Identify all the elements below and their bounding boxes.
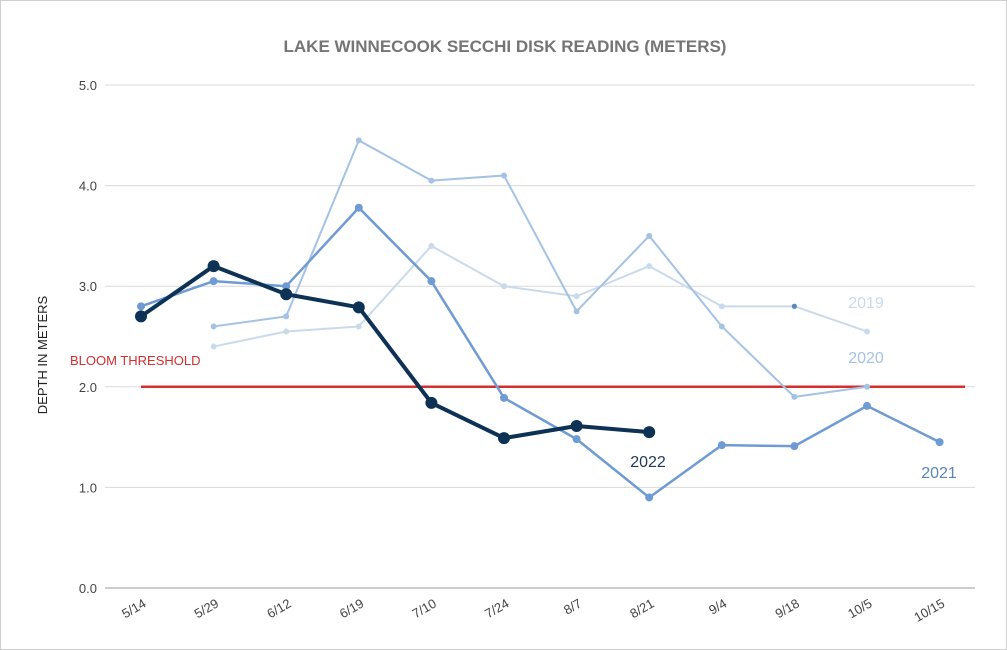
y-tick-label: 1.0	[79, 480, 97, 495]
chart-title: LAKE WINNECOOK SECCHI DISK READING (METE…	[284, 37, 727, 56]
data-point-2019	[573, 293, 580, 300]
data-point-2021	[137, 302, 145, 311]
y-tick-label: 3.0	[79, 279, 97, 294]
data-point-2019	[355, 323, 362, 330]
series-label-2020: 2020	[848, 350, 884, 367]
data-point-2022	[352, 301, 365, 314]
data-point-2021	[282, 282, 291, 291]
series-lines	[135, 137, 944, 502]
x-tick-label: 7/10	[409, 596, 438, 622]
series-line-2019	[212, 244, 868, 348]
x-tick-label: 8/7	[561, 596, 584, 618]
data-point-2019	[210, 343, 217, 350]
data-point-2019	[864, 328, 870, 335]
data-point-2021	[645, 493, 654, 502]
data-point-2021	[572, 435, 581, 444]
data-point-2019	[428, 242, 435, 249]
data-point-2021	[935, 438, 944, 447]
data-point-2020	[791, 393, 798, 400]
series-label-2022: 2022	[630, 454, 666, 471]
y-tick-labels: 0.0 1.0 2.0 3.0 4.0 5.0	[79, 78, 97, 596]
data-point-2019	[501, 283, 507, 290]
data-point-2022	[570, 420, 583, 433]
x-tick-label: 5/29	[192, 596, 221, 622]
data-point-2019	[718, 303, 725, 310]
series-2019	[210, 242, 870, 350]
x-tick-label: 10/5	[845, 596, 874, 622]
series-2022	[135, 260, 656, 445]
data-point-2022	[643, 426, 656, 439]
data-point-2021	[354, 203, 363, 212]
series-2020	[210, 137, 870, 400]
x-tick-label: 5/14	[119, 596, 148, 622]
data-point-2020	[718, 323, 725, 330]
y-tick-label: 0.0	[79, 581, 97, 596]
data-point-2019	[646, 263, 653, 270]
gridlines	[105, 84, 975, 589]
x-tick-labels: 5/14 5/29 6/12 6/19 7/10 7/24 8/7 8/21 9/4 9/18 10…	[119, 596, 947, 625]
data-point-2020	[646, 232, 653, 239]
data-point-2020	[501, 172, 507, 179]
y-tick-label: 2.0	[79, 380, 97, 395]
data-point-2020	[791, 303, 797, 309]
x-tick-label: 6/19	[337, 596, 366, 622]
series-label-2019: 2019	[848, 295, 884, 312]
series-line-2021	[139, 206, 941, 499]
series-2021	[137, 203, 944, 502]
data-point-2022	[425, 396, 438, 409]
data-point-2020	[355, 137, 362, 144]
x-tick-label: 10/15	[911, 596, 947, 625]
series-line-2022	[139, 264, 652, 441]
x-tick-label: 9/4	[706, 596, 729, 618]
x-tick-label: 9/18	[772, 596, 801, 622]
x-tick-label: 6/12	[264, 596, 293, 622]
data-point-2022	[207, 260, 220, 273]
data-point-2022	[280, 288, 293, 301]
data-point-2021	[209, 277, 218, 286]
data-point-2019	[283, 328, 290, 335]
y-tick-label: 5.0	[79, 78, 97, 93]
data-point-2022	[135, 310, 147, 323]
series-labels: 2019 2020 2021 2022	[630, 295, 957, 482]
data-point-2020	[864, 383, 870, 390]
data-point-2021	[790, 442, 799, 451]
bloom-threshold-label: BLOOM THRESHOLD	[70, 353, 201, 368]
series-line-2020	[212, 139, 868, 398]
y-axis-label: DEPTH IN METERS	[35, 295, 50, 414]
data-point-2020	[283, 313, 290, 320]
data-point-2021	[427, 277, 436, 286]
data-point-2022	[498, 432, 510, 445]
bloom-threshold: BLOOM THRESHOLD	[70, 353, 965, 389]
x-tick-label: 8/21	[627, 596, 656, 622]
y-tick-label: 4.0	[79, 179, 97, 194]
data-point-2021	[717, 441, 726, 450]
x-tick-label: 7/24	[482, 596, 511, 622]
data-point-2021	[500, 393, 508, 402]
series-label-2021: 2021	[921, 465, 957, 482]
data-point-2020	[428, 177, 435, 184]
data-point-2020	[210, 323, 217, 330]
data-point-2021	[863, 401, 871, 410]
data-point-2020	[573, 308, 580, 315]
